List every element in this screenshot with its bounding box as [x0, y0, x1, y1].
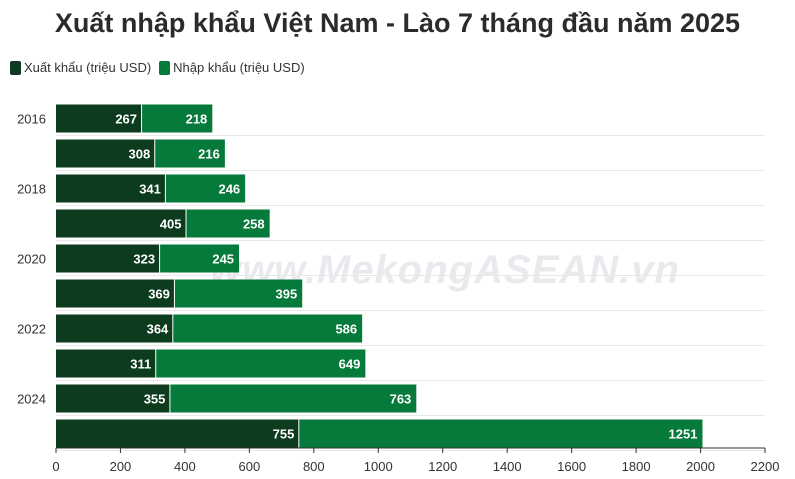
- bar-label-import: 1251: [669, 427, 698, 442]
- legend-swatch-export: [10, 60, 21, 75]
- bar-export: [56, 384, 170, 413]
- bar-export: [56, 174, 165, 203]
- bar-label-import: 395: [276, 287, 298, 302]
- bar-label-export: 341: [139, 182, 161, 197]
- bar-import: [170, 384, 417, 413]
- bar-label-import: 245: [212, 252, 234, 267]
- bar-export: [56, 244, 160, 273]
- legend-item-export: Xuất khẩu (triệu USD): [10, 60, 151, 75]
- category-label: 2024: [17, 392, 46, 407]
- bar-export: [56, 209, 186, 238]
- bar-label-import: 218: [186, 112, 208, 127]
- bar-export: [56, 104, 142, 133]
- bar-label-import: 649: [339, 357, 361, 372]
- bar-import: [155, 139, 225, 168]
- category-label: 2022: [17, 322, 46, 337]
- bar-label-export: 405: [160, 217, 182, 232]
- bar-label-export: 311: [130, 357, 151, 372]
- bar-label-export: 369: [148, 287, 170, 302]
- x-tick-label: 400: [174, 459, 196, 474]
- bar-export: [56, 349, 156, 378]
- legend-label-import: Nhập khẩu (triệu USD): [173, 60, 305, 75]
- bar-label-export: 323: [133, 252, 155, 267]
- bar-label-import: 763: [390, 392, 412, 407]
- bar-import: [173, 314, 363, 343]
- bar-import: [186, 209, 270, 238]
- bar-import: [165, 174, 246, 203]
- x-tick-label: 1000: [364, 459, 393, 474]
- bar-label-export: 308: [129, 147, 151, 162]
- category-label: 2016: [17, 112, 46, 127]
- bar-label-export: 267: [115, 112, 137, 127]
- legend: Xuất khẩu (triệu USD) Nhập khẩu (triệu U…: [10, 60, 305, 75]
- bar-label-import: 258: [243, 217, 265, 232]
- x-tick-label: 200: [110, 459, 132, 474]
- x-tick-label: 0: [52, 459, 59, 474]
- bar-import: [156, 349, 366, 378]
- x-tick-label: 1400: [493, 459, 522, 474]
- x-tick-label: 1800: [622, 459, 651, 474]
- category-label: 2018: [17, 182, 46, 197]
- bar-label-export: 364: [147, 322, 169, 337]
- bar-label-export: 755: [273, 427, 295, 442]
- bar-label-import: 586: [335, 322, 357, 337]
- bar-export: [56, 419, 299, 448]
- legend-item-import: Nhập khẩu (triệu USD): [159, 60, 305, 75]
- bar-import: [160, 244, 240, 273]
- bar-export: [56, 279, 174, 308]
- bar-label-export: 355: [144, 392, 166, 407]
- bar-export: [56, 139, 155, 168]
- x-tick-label: 2200: [751, 459, 780, 474]
- legend-label-export: Xuất khẩu (triệu USD): [24, 60, 152, 75]
- legend-swatch-import: [159, 60, 171, 75]
- bar-import: [142, 104, 213, 133]
- x-tick-label: 1200: [428, 459, 457, 474]
- chart-title: Xuất nhập khẩu Việt Nam - Lào 7 tháng đầ…: [54, 8, 741, 38]
- x-tick-label: 800: [303, 459, 325, 474]
- bar-label-import: 216: [198, 147, 220, 162]
- bar-import: [299, 419, 703, 448]
- x-tick-label: 1600: [557, 459, 586, 474]
- bar-import: [174, 279, 303, 308]
- x-tick-label: 2000: [686, 459, 715, 474]
- bar-label-import: 246: [218, 182, 240, 197]
- bar-export: [56, 314, 173, 343]
- category-label: 2020: [17, 252, 46, 267]
- x-tick-label: 600: [239, 459, 261, 474]
